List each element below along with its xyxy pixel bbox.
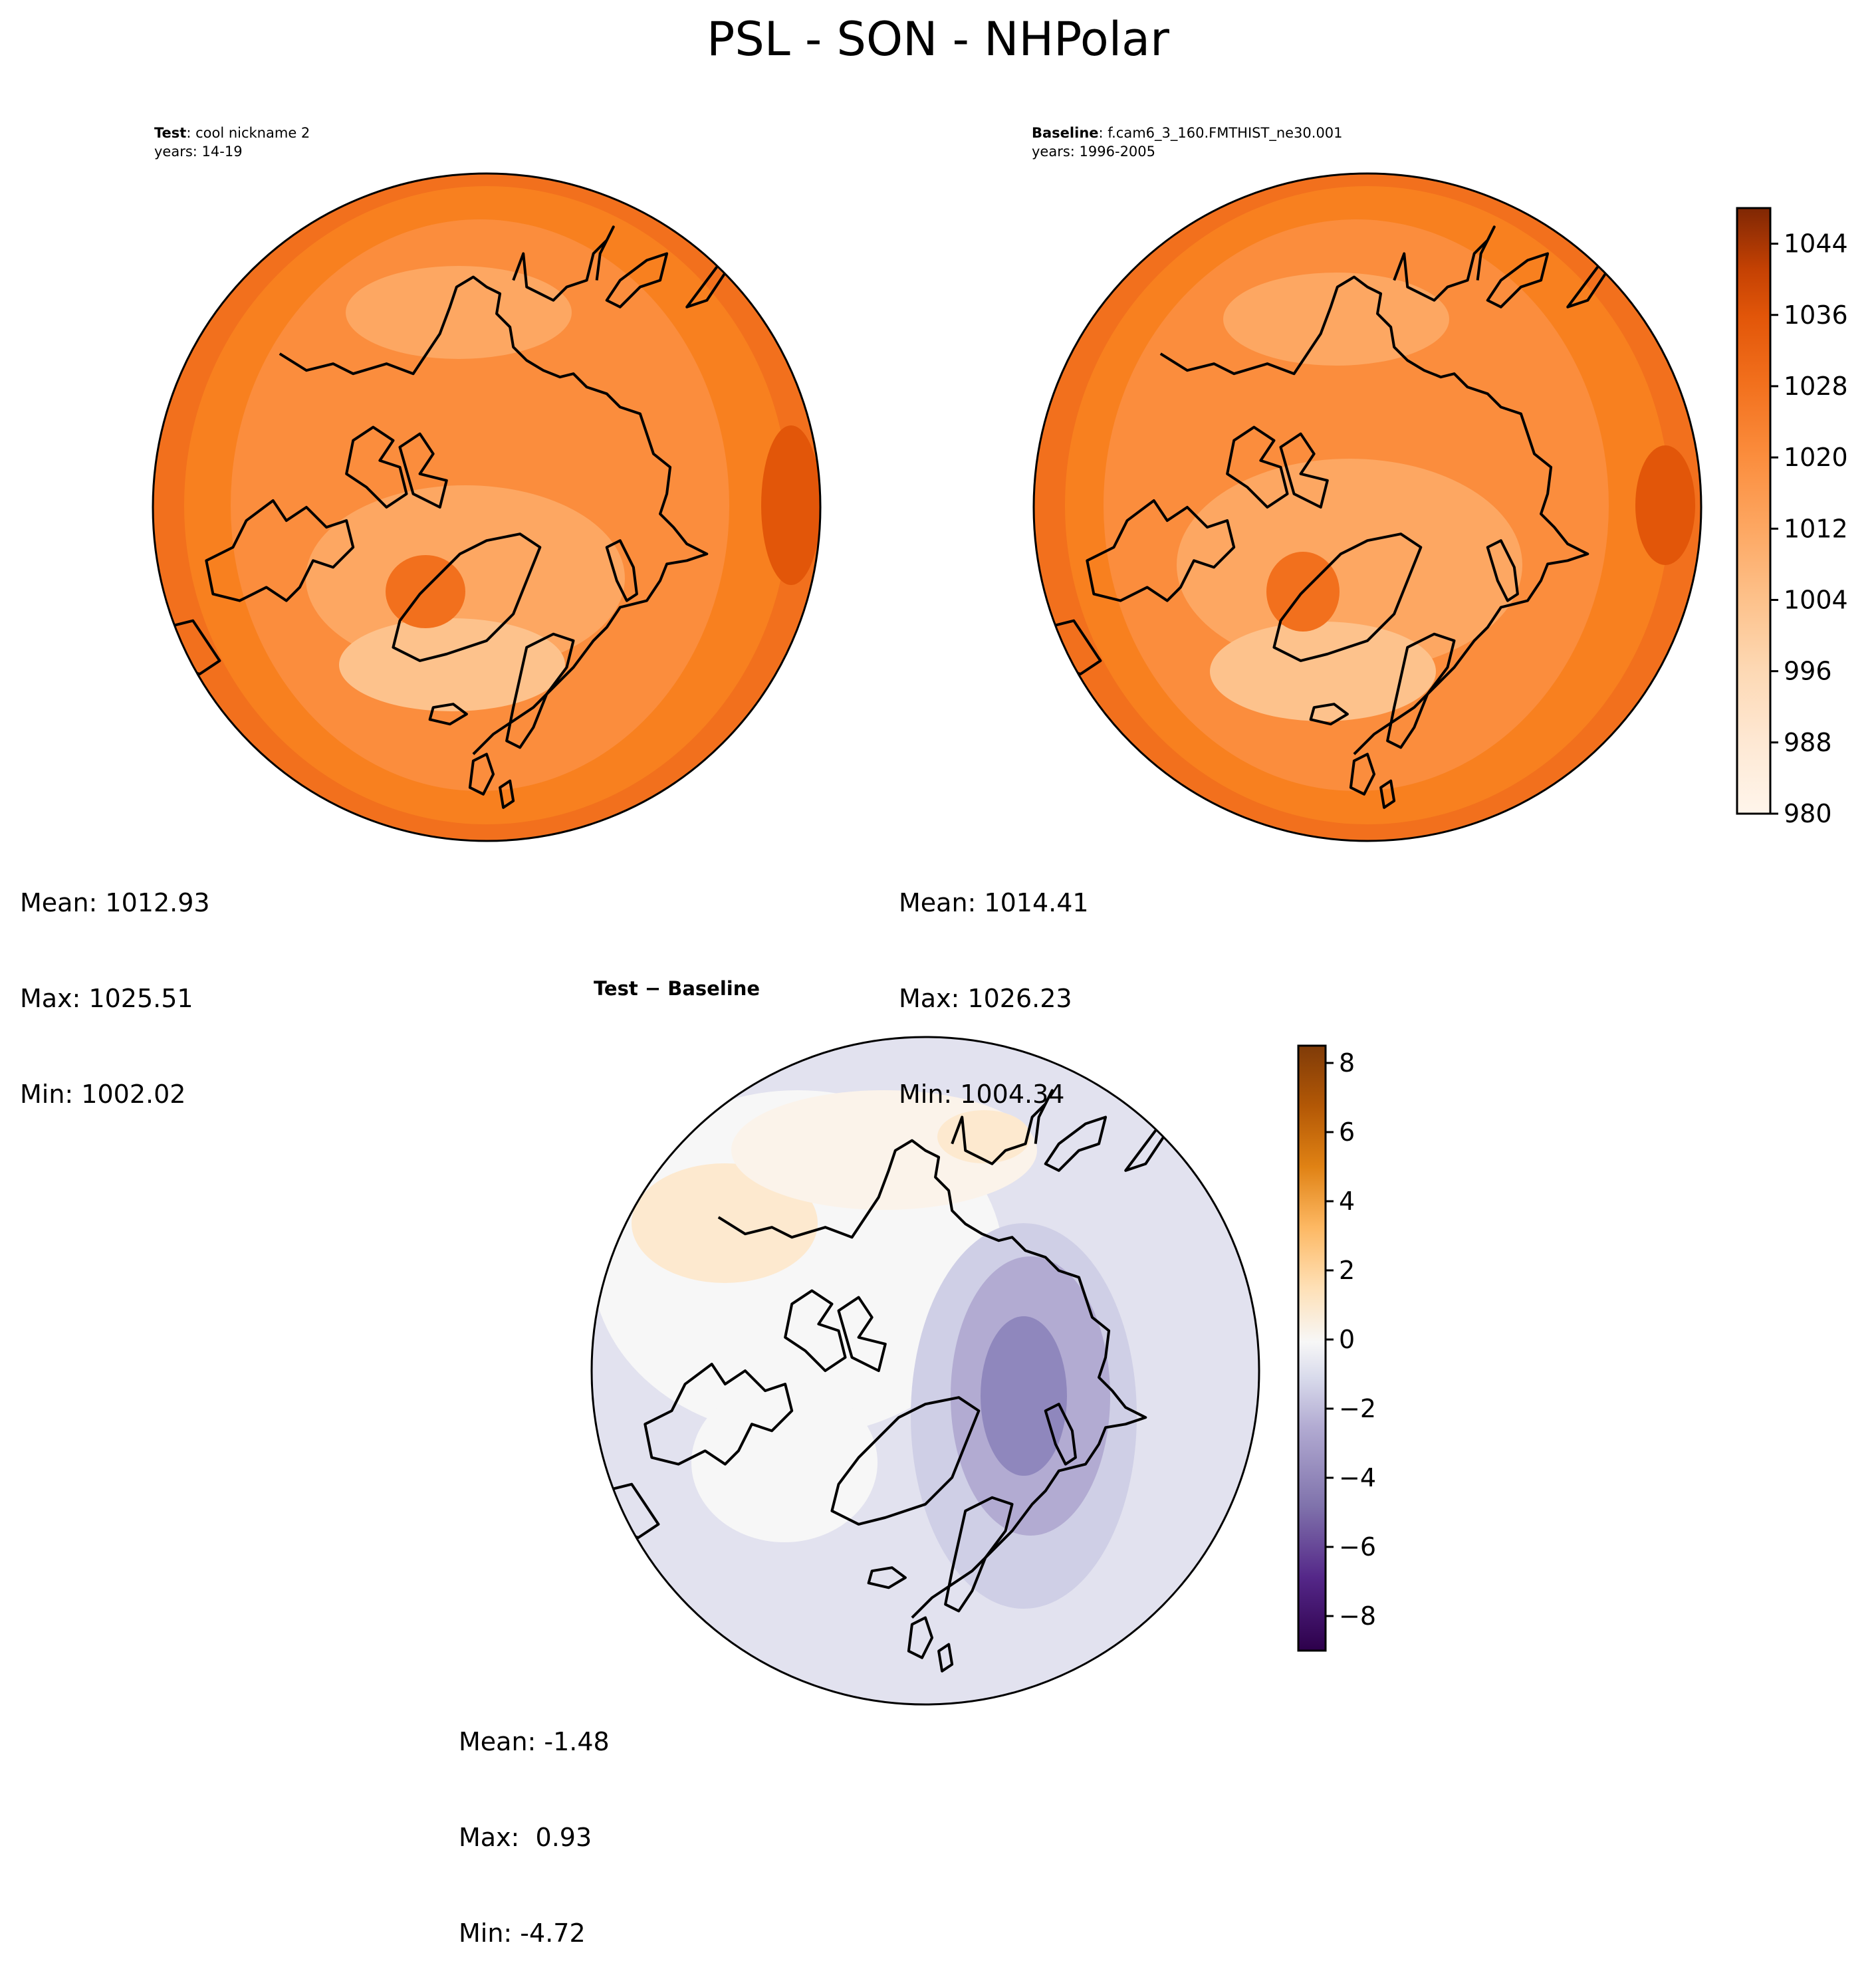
- colorbar-tick-label: −6: [1339, 1532, 1376, 1562]
- colorbar-tick-label: 8: [1339, 1048, 1355, 1078]
- baseline-stats: Mean: 1014.41 Max: 1026.23 Min: 1004.34: [899, 823, 1089, 1142]
- colorbar-tick-label: 1044: [1784, 229, 1848, 259]
- test-max: Max: 1025.51: [20, 984, 193, 1013]
- test-stats: Mean: 1012.93 Max: 1025.51 Min: 1002.02: [20, 823, 210, 1142]
- figure-canvas: 980 988 996 1004 1012 1020 1028 1036 1044 −8 −6 −4…: [152, 172, 1848, 1706]
- colorbar-tick-label: 1004: [1784, 585, 1848, 614]
- diff-stats: Mean: -1.48 Max: 0.93 Min: -4.72: [459, 1662, 610, 1981]
- test-map: [152, 172, 822, 842]
- baseline-label: Baseline: [1032, 125, 1099, 141]
- colorbar-tick-label: −8: [1339, 1601, 1376, 1631]
- baseline-mean: Mean: 1014.41: [899, 888, 1089, 917]
- diff-colorbar: −8 −6 −4 −2 0 2 4 6 8: [1297, 1044, 1376, 1652]
- diff-mean: Mean: -1.48: [459, 1727, 610, 1756]
- test-min: Min: 1002.02: [20, 1080, 186, 1109]
- colorbar-tick-label: 2: [1339, 1256, 1355, 1285]
- baseline-max: Max: 1026.23: [899, 984, 1072, 1013]
- colorbar-tick-label: −4: [1339, 1463, 1376, 1492]
- baseline-panel-header: Baseline: f.cam6_3_160.FMTHIST_ne30.001 …: [1032, 124, 1343, 161]
- baseline-years: years: 1996-2005: [1032, 144, 1156, 160]
- psl-colorbar: 980 988 996 1004 1012 1020 1028 1036 1044: [1736, 207, 1848, 828]
- test-mean: Mean: 1012.93: [20, 888, 210, 917]
- colorbar-tick-label: −2: [1339, 1394, 1376, 1423]
- colorbar-tick-label: 1020: [1784, 443, 1848, 472]
- baseline-map: [1032, 172, 1702, 842]
- colorbar-tick-label: 988: [1784, 728, 1832, 757]
- colorbar-tick-label: 980: [1784, 799, 1832, 828]
- baseline-min: Min: 1004.34: [899, 1080, 1065, 1109]
- diff-panel-header: Test − Baseline: [594, 977, 761, 1000]
- colorbar-tick-label: 4: [1339, 1187, 1355, 1216]
- figure-title: PSL - SON - NHPolar: [707, 12, 1169, 66]
- colorbar-tick-label: 0: [1339, 1325, 1355, 1354]
- colorbar-tick-label: 996: [1784, 657, 1832, 686]
- diff-min: Min: -4.72: [459, 1919, 586, 1948]
- baseline-case-name: : f.cam6_3_160.FMTHIST_ne30.001: [1098, 125, 1343, 141]
- colorbar-tick-label: 1036: [1784, 300, 1848, 330]
- test-case-name: : cool nickname 2: [186, 125, 310, 141]
- diff-max: Max: 0.93: [459, 1823, 592, 1852]
- colorbar-tick-label: 6: [1339, 1117, 1355, 1147]
- colorbar-tick-label: 1012: [1784, 514, 1848, 543]
- test-panel-header: Test: cool nickname 2 years: 14-19: [154, 124, 310, 161]
- colorbar-tick-label: 1028: [1784, 372, 1848, 401]
- test-label: Test: [154, 125, 187, 141]
- test-years: years: 14-19: [154, 144, 243, 160]
- diff-map: [590, 1036, 1260, 1706]
